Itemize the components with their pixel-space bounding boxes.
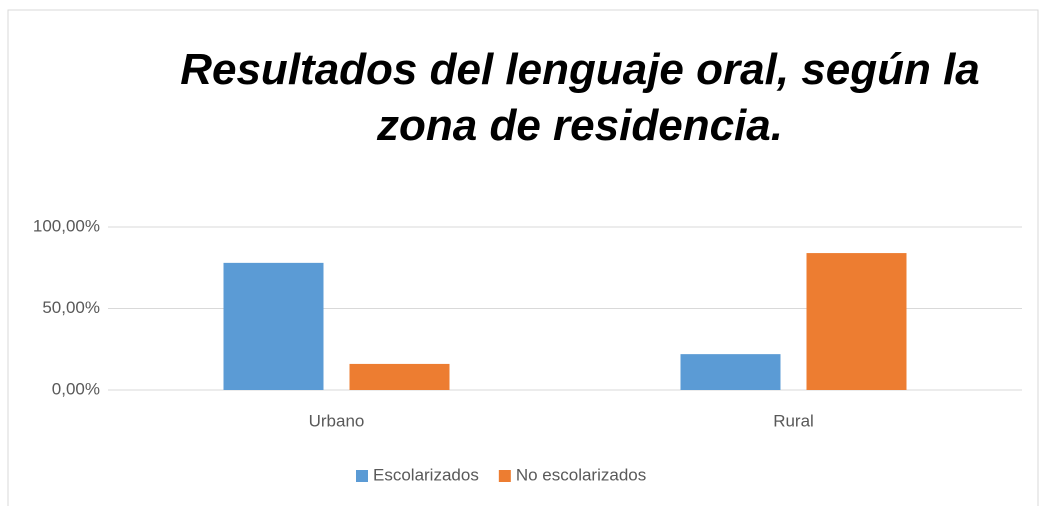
x-tick-label: Urbano xyxy=(309,411,365,430)
x-tick-label: Rural xyxy=(773,411,814,430)
bar xyxy=(680,354,781,390)
chart-title: Resultados del lenguaje oral, según la z… xyxy=(180,45,980,150)
y-tick-label: 0,00% xyxy=(52,379,100,398)
legend-label: Escolarizados xyxy=(373,465,479,484)
legend-label: No escolarizados xyxy=(516,465,646,484)
bar xyxy=(349,363,450,390)
bar xyxy=(223,262,324,390)
y-tick-label: 50,00% xyxy=(42,298,100,317)
legend-swatch xyxy=(356,470,368,482)
bar xyxy=(806,253,907,390)
y-tick-label: 100,00% xyxy=(33,216,100,235)
chart-border xyxy=(7,9,1039,506)
legend-swatch xyxy=(498,470,511,482)
